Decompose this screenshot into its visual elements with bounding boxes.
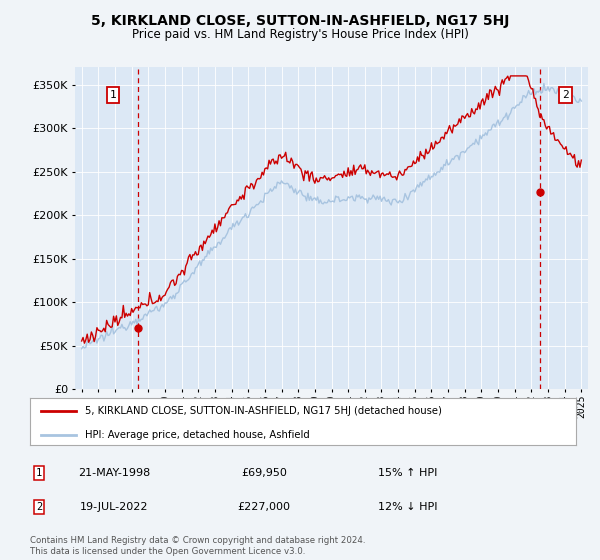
Text: 1: 1 [36,468,42,478]
Text: Price paid vs. HM Land Registry's House Price Index (HPI): Price paid vs. HM Land Registry's House … [131,28,469,41]
Text: 12% ↓ HPI: 12% ↓ HPI [378,502,438,512]
Text: 1: 1 [110,90,116,100]
Text: 21-MAY-1998: 21-MAY-1998 [78,468,150,478]
Text: 2: 2 [562,90,569,100]
Text: HPI: Average price, detached house, Ashfield: HPI: Average price, detached house, Ashf… [85,430,310,440]
Text: 2: 2 [36,502,42,512]
Text: 5, KIRKLAND CLOSE, SUTTON-IN-ASHFIELD, NG17 5HJ (detached house): 5, KIRKLAND CLOSE, SUTTON-IN-ASHFIELD, N… [85,406,442,416]
Text: Contains HM Land Registry data © Crown copyright and database right 2024.
This d: Contains HM Land Registry data © Crown c… [30,536,365,556]
Text: 5, KIRKLAND CLOSE, SUTTON-IN-ASHFIELD, NG17 5HJ: 5, KIRKLAND CLOSE, SUTTON-IN-ASHFIELD, N… [91,14,509,28]
Text: £227,000: £227,000 [238,502,290,512]
Text: 19-JUL-2022: 19-JUL-2022 [80,502,148,512]
Text: 15% ↑ HPI: 15% ↑ HPI [379,468,437,478]
Text: £69,950: £69,950 [241,468,287,478]
